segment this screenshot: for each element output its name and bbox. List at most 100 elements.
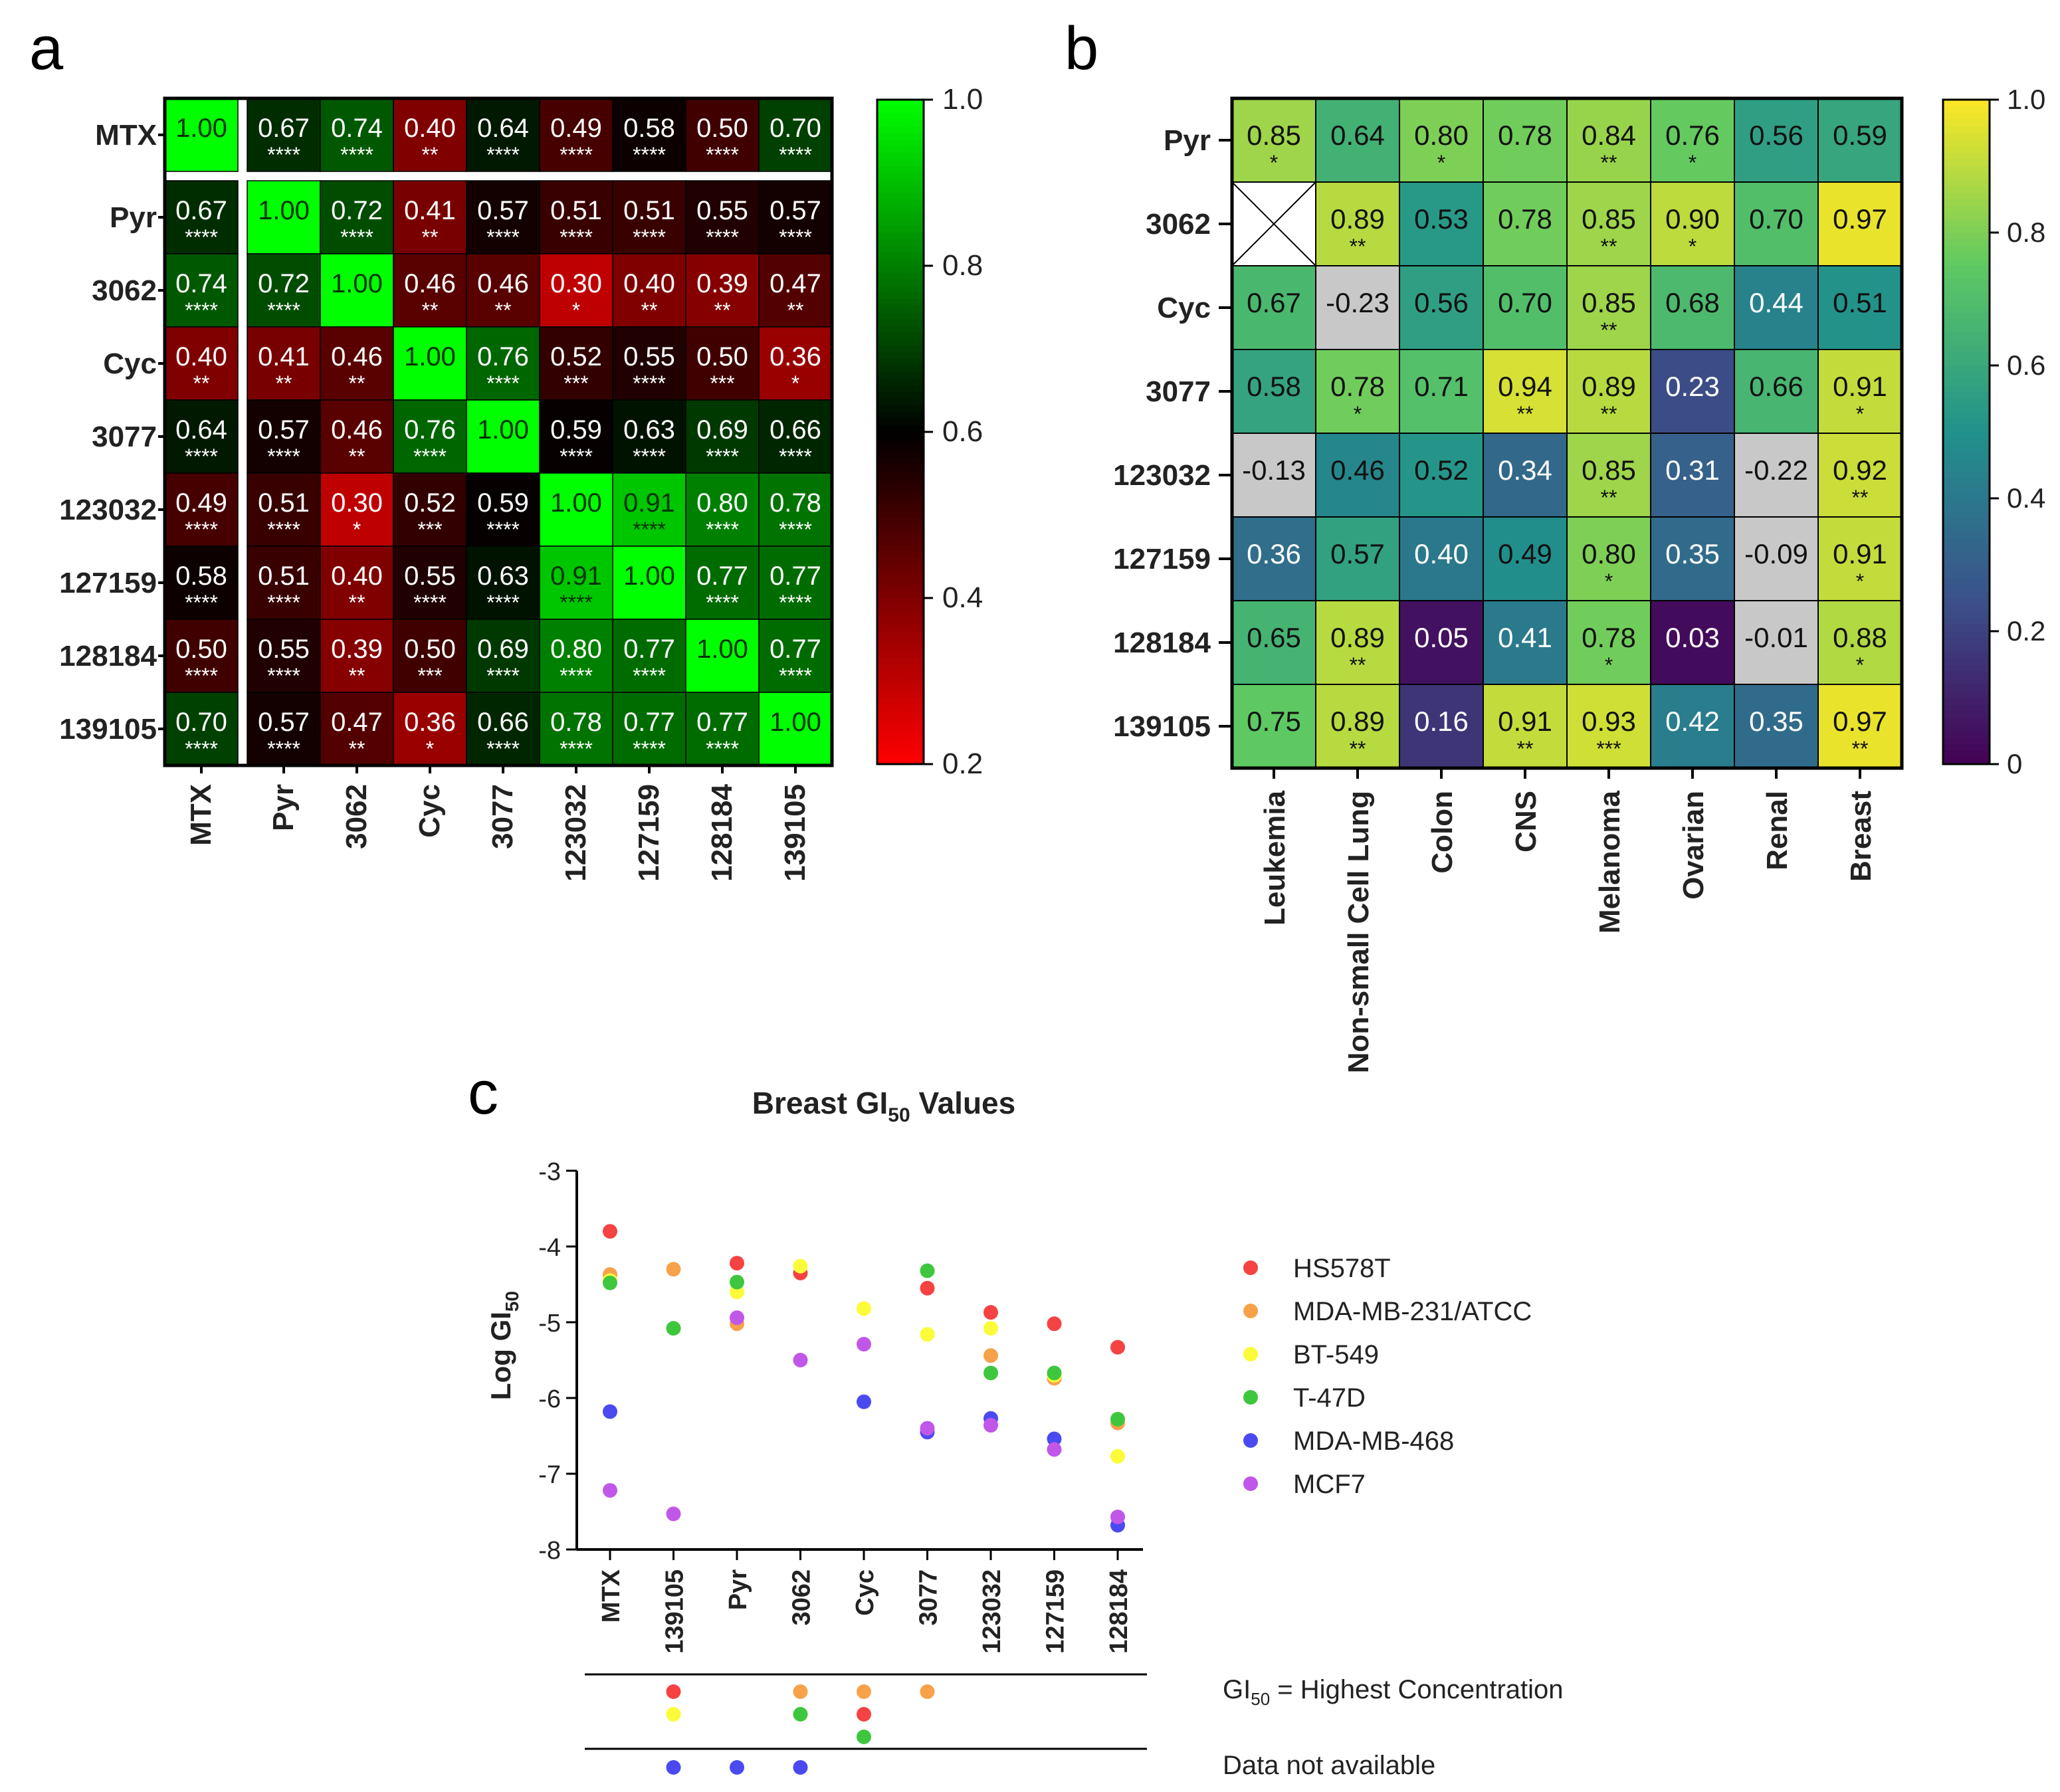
heatmap-b-significance: ** [1601, 235, 1617, 258]
colorbar-a-tick-label: 1.0 [942, 83, 983, 116]
colorbar-b-segment [1943, 405, 1990, 413]
heatmap-a-significance: ** [349, 664, 365, 688]
heatmap-a-value-label: 0.74 [175, 269, 227, 298]
colorbar-b-segment [1943, 233, 1990, 240]
scatter-c-x-tick-label: 3062 [788, 1569, 816, 1626]
heatmap-a-significance: **** [706, 737, 739, 761]
colorbar-b-segment [1943, 618, 1990, 625]
heatmap-b-cell [1734, 349, 1819, 434]
heatmap-a-cell [247, 619, 321, 693]
heatmap-a-significance: **** [413, 591, 447, 615]
heatmap-a-col-label: Pyr [267, 784, 300, 831]
colorbar-b-segment [1943, 458, 1990, 466]
scatter-c-point-t-47d [983, 1365, 998, 1381]
heatmap-a-cell [758, 98, 833, 172]
heatmap-a-value-label: 0.50 [696, 342, 748, 371]
colorbar-a-tick-label: 0.2 [942, 747, 983, 780]
heatmap-b-col-label: Non-small Cell Lung [1342, 791, 1375, 1073]
heatmap-b-value-label: 0.53 [1414, 203, 1469, 235]
heatmap-a-value-label: 0.64 [477, 114, 529, 143]
heatmap-b-cell [1566, 433, 1651, 518]
heatmap-a-significance: ** [193, 371, 210, 395]
scatter-c-point-t-47d [1047, 1365, 1062, 1381]
heatmap-a-cell [466, 253, 540, 328]
heatmap-a-cell [612, 253, 686, 328]
heatmap-b-cell [1566, 181, 1651, 266]
heatmap-a-significance: **** [560, 737, 593, 761]
heatmap-a-significance: ** [422, 225, 439, 249]
colorbar-b-segment [1943, 512, 1990, 519]
scatter-c-point-mcf7 [603, 1483, 617, 1498]
heatmap-b-value-label: 0.85 [1582, 287, 1636, 318]
heatmap-b-value-label: 0.36 [1247, 538, 1301, 569]
colorbar-b-segment [1943, 140, 1990, 147]
heatmap-a-cell [685, 253, 760, 328]
heatmap-a-significance: **** [706, 445, 739, 468]
heatmap-a-significance: ** [349, 371, 365, 395]
colorbar-a-segment [877, 332, 924, 340]
heatmap-a-cell [466, 326, 540, 401]
scatter-c-point-mcf7 [857, 1337, 871, 1352]
heatmap-a-cell [539, 619, 613, 693]
scatter-c-y-tick-label: -6 [538, 1385, 561, 1413]
heatmap-a-cell [320, 326, 394, 401]
colorbar-a-segment [877, 505, 924, 512]
scatter-c-point-mcf7 [1047, 1442, 1062, 1457]
colorbar-a-segment [877, 266, 924, 273]
colorbar-a-segment [877, 731, 924, 738]
heatmap-a-significance: **** [267, 737, 300, 761]
heatmap-a-cell [685, 546, 760, 620]
colorbar-b-tick-label: 0.4 [2007, 482, 2045, 514]
heatmap-a-significance: **** [486, 591, 520, 615]
colorbar-a-segment [877, 213, 924, 220]
scatter-c-point-t-47d [603, 1275, 617, 1290]
scatter-c-point-t-47d [666, 1321, 681, 1336]
colorbar-b-segment [1943, 585, 1990, 592]
colorbar-b-tick-label: 0.6 [2007, 349, 2045, 381]
scatter-c-legend-marker [1243, 1476, 1258, 1491]
heatmap-b-value-label: 0.40 [1414, 538, 1469, 569]
heatmap-b-value-label: 0.65 [1247, 622, 1301, 653]
colorbar-b-segment [1943, 518, 1990, 526]
heatmap-b-cell [1566, 600, 1651, 685]
scatter-c-point-mda-mb-231-atcc [983, 1348, 998, 1363]
heatmap-b-cell [1566, 265, 1651, 350]
colorbar-a-segment [877, 179, 924, 187]
heatmap-a-cell [758, 253, 833, 328]
heatmap-a-significance: ** [714, 298, 731, 322]
colorbar-a-segment [877, 452, 924, 459]
heatmap-a-significance: **** [706, 591, 739, 615]
heatmap-b-cell [1231, 433, 1316, 518]
heatmap-a-significance: **** [779, 664, 812, 688]
heatmap-b-row-label: 127159 [1113, 543, 1211, 575]
heatmap-a-significance: **** [633, 225, 666, 249]
colorbar-a-segment [877, 611, 924, 619]
colorbar-a-segment [877, 618, 924, 625]
colorbar-b-segment [1943, 226, 1990, 233]
heatmap-a-value-label: 0.46 [477, 269, 529, 298]
heatmap-a-value-label: 0.77 [623, 635, 675, 664]
heatmap-b-value-label: 0.42 [1665, 706, 1720, 737]
heatmap-a-value-label: 0.58 [623, 114, 675, 143]
heatmap-b-cell [1650, 684, 1735, 769]
heatmap-a-cell [466, 472, 540, 547]
colorbar-a-segment [877, 631, 924, 639]
heatmap-b-cell [1399, 433, 1484, 518]
colorbar-a-segment [877, 365, 924, 373]
colorbar-a-segment [877, 724, 924, 732]
heatmap-a-value-label: 0.64 [175, 415, 227, 445]
colorbar-b-segment [1943, 605, 1990, 612]
colorbar-b-segment [1943, 272, 1990, 280]
heatmap-b-significance: ** [1517, 737, 1534, 761]
heatmap-b-col-label: CNS [1510, 791, 1542, 852]
heatmap-b-value-label: 0.80 [1414, 120, 1469, 151]
scatter-c-legend-label: T-47D [1293, 1383, 1366, 1413]
heatmap-b-cell [1817, 433, 1903, 518]
heatmap-b-cell [1734, 98, 1819, 183]
heatmap-b-cell [1817, 181, 1903, 266]
colorbar-b-segment [1943, 332, 1990, 340]
colorbar-a-segment [877, 346, 924, 353]
heatmap-b-significance: ** [1350, 653, 1366, 677]
scatter-c-point-hs578t [1110, 1340, 1125, 1355]
heatmap-a-value-label: 1.00 [770, 708, 821, 737]
